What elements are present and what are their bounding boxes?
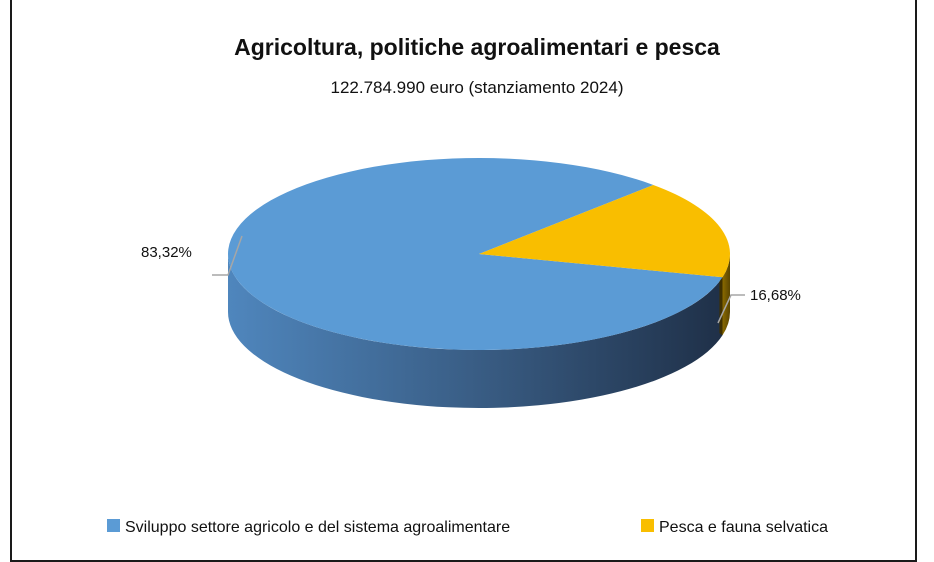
pie-side-sviluppo xyxy=(228,254,723,409)
pie-slice-pesca xyxy=(479,184,730,278)
chart-subtitle: 122.784.990 euro (stanziamento 2024) xyxy=(331,78,624,97)
pie-slice-sviluppo xyxy=(228,158,723,351)
pie-side-pesca xyxy=(722,254,730,336)
leader-line-2 xyxy=(717,294,745,324)
legend-label-1: Sviluppo settore agricolo e del sistema … xyxy=(125,519,510,536)
leader-line-1 xyxy=(212,235,243,276)
legend-swatch-1 xyxy=(107,519,120,532)
legend-swatch-2 xyxy=(641,519,654,532)
pie-edge xyxy=(719,275,723,336)
legend-label-2: Pesca e fauna selvatica xyxy=(659,519,828,536)
data-label-1: 83,32% xyxy=(141,244,192,261)
chart-title: Agricoltura, politiche agroalimentari e … xyxy=(234,34,720,60)
pie-group xyxy=(228,158,730,409)
data-label-2: 16,68% xyxy=(750,287,801,304)
